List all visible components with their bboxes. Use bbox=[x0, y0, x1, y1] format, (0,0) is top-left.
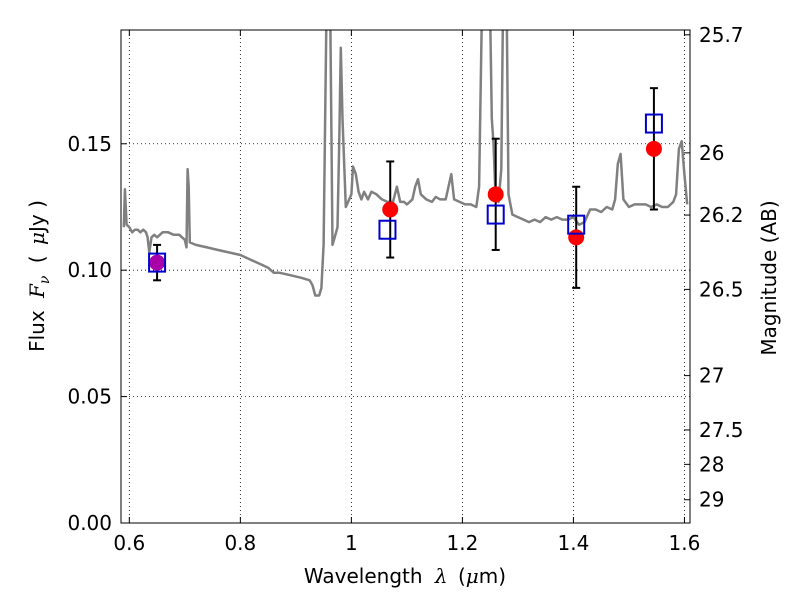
data-point-observed bbox=[382, 201, 399, 218]
data-point-observed bbox=[568, 229, 585, 246]
data-point-observed bbox=[149, 254, 166, 271]
x-axis-label: Wavelength λ (μm) bbox=[304, 564, 506, 588]
data-point-model bbox=[378, 219, 397, 240]
y-tick-label: 0.10 bbox=[67, 258, 112, 282]
y2-tick-label: 26.2 bbox=[699, 203, 744, 227]
x-tick-label: 0.6 bbox=[113, 531, 145, 555]
y2-tick-label: 27 bbox=[699, 364, 724, 388]
y-tick-label: 0.00 bbox=[67, 511, 112, 535]
y-axis: 0.00 0.05 0.10 0.15 bbox=[67, 132, 127, 535]
y2-tick-label: 28 bbox=[699, 452, 724, 476]
y2-tick-label: 26.5 bbox=[699, 277, 744, 301]
plot-content bbox=[122, 30, 689, 297]
grid bbox=[121, 30, 690, 523]
x-axis: 0.6 0.8 1 1.2 1.4 1.6 bbox=[113, 30, 700, 555]
y2-tick-label: 25.7 bbox=[699, 23, 744, 47]
y2-tick-label: 27.5 bbox=[699, 418, 744, 442]
data-point-observed bbox=[487, 186, 504, 203]
x-tick-label: 1.4 bbox=[558, 531, 590, 555]
x-tick-label: 1.6 bbox=[669, 531, 701, 555]
y-tick-label: 0.05 bbox=[67, 385, 112, 409]
plot-frame bbox=[120, 29, 691, 524]
y2-axis-label: Magnitude (AB) bbox=[757, 200, 781, 355]
x-tick-label: 1 bbox=[345, 531, 358, 555]
x-tick-label: 0.8 bbox=[224, 531, 256, 555]
x-tick-label: 1.2 bbox=[446, 531, 478, 555]
y-axis-label: Flux Fν ( μJy ) bbox=[25, 200, 54, 352]
model-spectrum-line bbox=[122, 30, 689, 297]
y2-tick-label: 29 bbox=[699, 488, 724, 512]
data-point-model bbox=[567, 214, 586, 235]
data-point-model bbox=[486, 204, 505, 225]
y2-axis: 25.7 26 26.2 26.5 27 27.5 28 29 bbox=[684, 23, 744, 512]
data-point-model bbox=[148, 252, 167, 273]
y2-tick-label: 26 bbox=[699, 141, 724, 165]
data-point-model bbox=[644, 113, 663, 134]
data-point-observed bbox=[645, 140, 662, 157]
y-tick-label: 0.15 bbox=[67, 132, 112, 156]
